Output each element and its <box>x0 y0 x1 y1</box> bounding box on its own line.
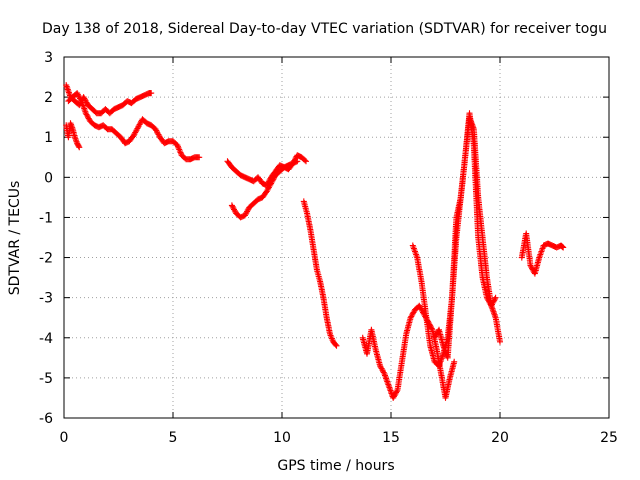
data-point-marker <box>134 125 141 132</box>
data-point-marker <box>379 366 386 373</box>
data-point-marker <box>491 296 498 302</box>
data-point-marker <box>491 297 498 304</box>
data-point-marker <box>243 209 250 216</box>
data-point-marker <box>85 114 91 121</box>
data-point-marker <box>229 203 236 210</box>
chart-title: Day 138 of 2018, Sidereal Day-to-day VTE… <box>42 21 607 37</box>
series-late-trace <box>518 230 567 277</box>
data-point-marker <box>153 127 160 134</box>
data-point-marker <box>75 143 82 150</box>
data-point-marker <box>176 148 183 154</box>
data-point-marker <box>303 158 309 165</box>
data-point-marker <box>155 131 162 138</box>
series-peak-spike <box>431 110 499 361</box>
data-point-marker <box>84 112 91 119</box>
x-tick-label: 0 <box>60 430 69 446</box>
x-tick-label: 25 <box>600 430 618 446</box>
data-point-marker <box>560 244 567 251</box>
data-point-marker <box>392 390 399 397</box>
data-point-marker <box>264 187 271 193</box>
data-point-marker <box>488 302 495 309</box>
series-early-drop <box>63 120 83 151</box>
data-point-marker <box>409 312 416 318</box>
data-point-marker <box>133 126 140 133</box>
y-tick-label: -6 <box>39 411 53 427</box>
grid-layer <box>64 57 609 418</box>
data-point-marker <box>74 90 81 97</box>
data-point-marker <box>393 388 400 395</box>
data-point-marker <box>175 143 181 150</box>
data-point-marker <box>130 132 137 139</box>
data-point-marker <box>490 298 497 305</box>
data-point-marker <box>136 121 143 128</box>
x-axis-label: GPS time / hours <box>277 458 394 474</box>
tick-layer: 0 5 10 15 20 25 -6 -5 -4 -3 -2 -1 0 1 2 3 <box>39 50 618 446</box>
data-point-marker <box>175 145 182 152</box>
plot-frame <box>63 56 610 419</box>
data-point-marker <box>428 324 434 331</box>
data-point-marker <box>451 358 458 365</box>
data-point-marker <box>177 149 184 156</box>
data-point-marker <box>77 95 83 102</box>
data-point-marker <box>76 144 83 151</box>
y-tick-label: -1 <box>39 210 53 226</box>
data-point-marker <box>265 185 272 192</box>
x-tick-label: 5 <box>169 430 178 446</box>
data-point-marker <box>131 130 138 137</box>
data-point-marker <box>270 176 277 183</box>
y-tick-label: -3 <box>39 291 53 307</box>
x-tick-label: 20 <box>491 430 509 446</box>
data-point-marker <box>152 126 159 133</box>
series-descent <box>300 198 340 349</box>
data-point-marker <box>332 341 339 348</box>
data-point-marker <box>497 338 503 345</box>
series-upper-trace-a <box>63 82 155 117</box>
data-point-marker <box>76 94 83 101</box>
y-axis-label: SDTVAR / TECUs <box>7 181 23 296</box>
data-point-marker <box>485 297 492 304</box>
x-tick-label: 10 <box>273 430 291 446</box>
data-point-marker <box>77 96 84 103</box>
data-point-marker <box>380 369 387 376</box>
y-tick-label: 1 <box>44 130 53 146</box>
data-point-marker <box>269 177 276 184</box>
data-point-marker <box>148 90 155 97</box>
data-point-marker <box>333 342 340 349</box>
series-mid-upper <box>224 152 309 189</box>
data-point-marker <box>378 365 385 372</box>
data-point-marker <box>294 158 301 165</box>
y-tick-label: -4 <box>39 331 53 347</box>
y-tick-label: -5 <box>39 371 53 387</box>
y-tick-label: -2 <box>39 251 53 267</box>
y-tick-label: 2 <box>44 90 53 106</box>
data-point-marker <box>301 157 308 164</box>
data-point-marker <box>390 394 397 401</box>
data-point-marker <box>196 154 203 161</box>
data-point-marker <box>228 202 235 209</box>
data-markers <box>63 82 567 401</box>
data-point-marker <box>492 294 499 301</box>
series-second-dip <box>409 114 503 369</box>
data-point-marker <box>267 181 274 188</box>
series-mid-lower <box>228 158 301 221</box>
data-point-marker <box>242 211 249 218</box>
y-tick-label: 0 <box>44 170 53 186</box>
series-upper-trace-b <box>65 90 203 163</box>
data-point-marker <box>231 207 238 214</box>
data-point-marker <box>393 389 400 396</box>
y-tick-label: 3 <box>44 50 53 66</box>
x-tick-label: 15 <box>382 430 400 446</box>
